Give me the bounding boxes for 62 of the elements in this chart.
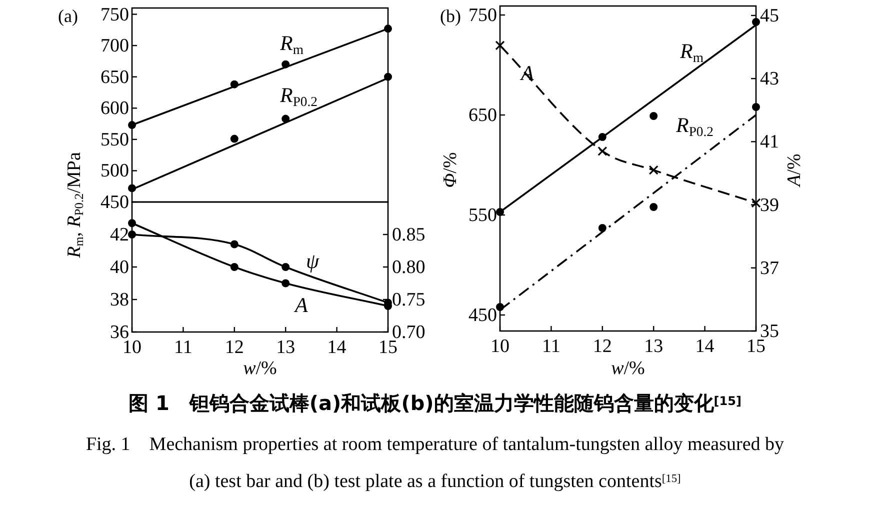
y-tick-label: 38 [110, 290, 129, 310]
y-tick-label: 650 [468, 105, 497, 126]
point [230, 240, 238, 248]
annotation: ψ [306, 249, 320, 273]
y2-tick-label: 0.75 [392, 290, 426, 310]
annotation: R$_{m}$ [679, 39, 704, 64]
x-tick-label: 13 [644, 336, 664, 357]
point [128, 219, 136, 228]
y-tick-label: 600 [100, 98, 129, 120]
x-tick-label: 13 [276, 337, 296, 358]
point [598, 146, 608, 156]
text: (a) test bar and (b) test plate as a function of tungsten contents$^{[15]}$ [189, 471, 681, 492]
y-tick-label: 450 [100, 192, 129, 213]
point [282, 263, 290, 271]
x-tick-label: 11 [174, 337, 192, 358]
x-tick-label: 12 [592, 336, 612, 357]
y-tick-label: 450 [468, 305, 497, 326]
y2-tick-label: 43 [760, 68, 779, 90]
point [752, 18, 760, 26]
annotation: R$_{P0.2}$ [279, 83, 318, 108]
caption: Fig. 1 Mechanism properties at room temperature of tantalum-tungsten alloy measured by [86, 434, 785, 455]
x-tick-label: 10 [490, 336, 510, 357]
x-tick-label: 14 [327, 337, 347, 358]
point [598, 224, 606, 232]
y2-tick-label: 41 [760, 132, 779, 153]
y2-tick-label: 39 [760, 194, 779, 216]
point [751, 198, 761, 208]
y-tick-label: 40 [110, 257, 129, 278]
x-tick-label: 12 [224, 337, 244, 358]
x-tick-label: 11 [542, 336, 560, 357]
point [650, 112, 658, 120]
annotation: A [293, 293, 308, 317]
annotation: R$_{m}$ [279, 31, 304, 56]
y2-tick-label: 0.80 [392, 257, 426, 278]
y-tick-label: 550 [100, 129, 129, 150]
annotation: R$_{P0.2}$ [675, 113, 714, 138]
text: 图 1 钽钨合金试棒(a)和试板(b)的室温力学性能随钨含量的变化$^{[15]}$ [128, 391, 742, 415]
chart-title: (b) [440, 6, 461, 26]
point [495, 40, 505, 50]
point [650, 203, 658, 211]
chart-title: (a) [58, 6, 78, 26]
point [230, 263, 238, 271]
point [752, 103, 760, 111]
x-axis-title: w/% [611, 358, 646, 379]
y-tick-label: 750 [468, 5, 497, 26]
y-axis-title: Φ/% [440, 152, 461, 188]
y-tick-label: 750 [100, 4, 129, 26]
y-tick-label: 42 [110, 224, 129, 246]
point [282, 279, 290, 288]
x-axis-title: w/% [243, 358, 278, 379]
y2-tick-label: 37 [760, 258, 779, 279]
y-tick-label: 550 [468, 205, 497, 226]
point [230, 134, 238, 143]
point [648, 165, 658, 175]
y2-axis-title: A/% [784, 153, 805, 188]
y-tick-label: 500 [100, 160, 129, 182]
y2-tick-label: 0.85 [392, 224, 426, 246]
y2-tick-label: 45 [760, 5, 779, 26]
y-tick-label: 700 [100, 36, 129, 57]
x-tick-label: 10 [122, 337, 142, 358]
y-tick-label: 650 [100, 66, 129, 88]
x-tick-label: 14 [695, 336, 715, 357]
